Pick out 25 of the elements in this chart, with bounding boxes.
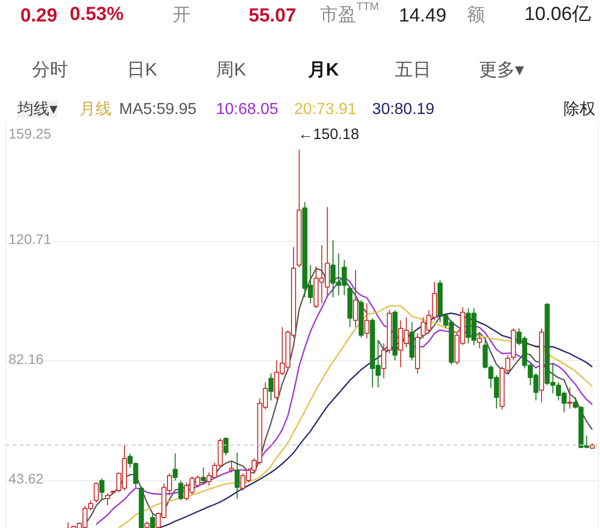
text: 更多▾ (478, 60, 524, 80)
text: 月K (306, 60, 339, 80)
text: 日K (127, 60, 158, 80)
text: 30:80.19 (372, 101, 435, 118)
text: 55.07 (248, 6, 296, 26)
text: MA5:59.95 (119, 101, 197, 118)
text: 10.06亿 (524, 4, 591, 25)
text: 均线▾ (16, 100, 58, 118)
text: 20:73.91 (294, 101, 356, 118)
y-tick-label: 120.71 (8, 231, 52, 248)
text: 周K (216, 60, 246, 80)
y-tick-label: 82.16 (8, 350, 44, 367)
y-tick-label: 43.62 (8, 470, 44, 486)
text: 额 (467, 4, 486, 24)
legend-title: 月线 (80, 100, 112, 118)
y-tick-label: 159.25 (8, 126, 52, 142)
text: 分时 (32, 60, 68, 80)
annotation: ←150.18 (298, 126, 360, 144)
text: 除权 (564, 101, 596, 118)
text: 五日 (394, 60, 431, 80)
text: 0.29 (20, 6, 58, 26)
text: 10:68.05 (216, 101, 278, 118)
text: 0.53% (70, 4, 124, 25)
text: 开 (172, 4, 191, 24)
text: 14.49 (398, 6, 446, 26)
